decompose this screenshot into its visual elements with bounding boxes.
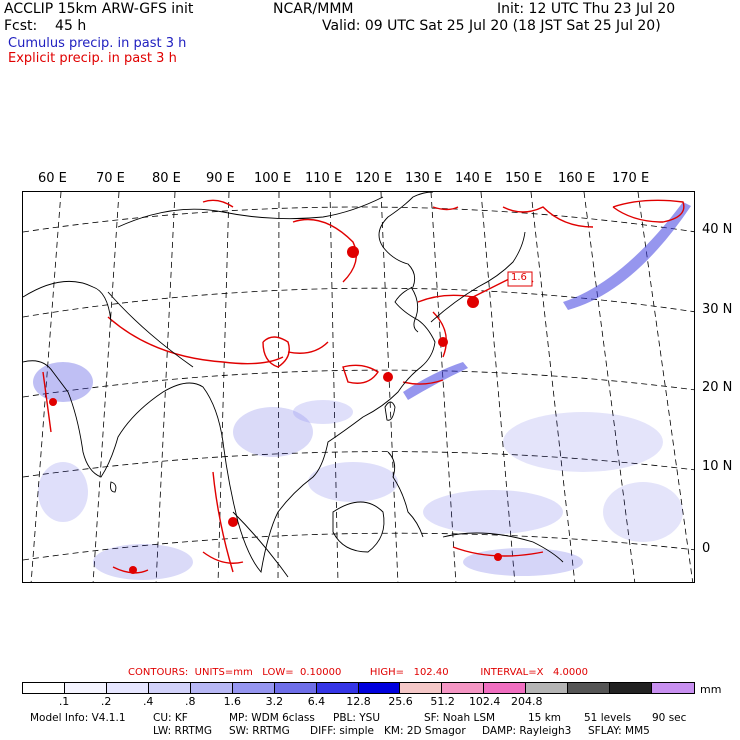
- organization: NCAR/MMM: [273, 1, 354, 17]
- lat-label: 0: [702, 541, 711, 556]
- lon-label: 60 E: [38, 171, 67, 186]
- legend-tick-label: 51.2: [430, 695, 455, 708]
- legend-color-cell: [568, 683, 611, 693]
- legend-color-cell: [316, 683, 359, 693]
- lon-label: 170 E: [612, 171, 650, 186]
- lon-label: 130 E: [405, 171, 443, 186]
- legend-color-cell: [148, 683, 191, 693]
- marker-label: 1.6: [511, 272, 527, 283]
- model-title: ACCLIP 15km ARW-GFS init: [4, 1, 194, 17]
- model-info-damp: DAMP: Rayleigh3: [482, 725, 572, 737]
- legend-color-cell: [400, 683, 443, 693]
- model-info-mp: MP: WDM 6class: [229, 712, 315, 724]
- lon-label: 120 E: [355, 171, 393, 186]
- lon-label: 110 E: [305, 171, 343, 186]
- legend-color-cell: [190, 683, 233, 693]
- lon-label: 90 E: [206, 171, 235, 186]
- model-info-res: 15 km: [528, 712, 562, 724]
- legend-tick-label: .2: [100, 695, 112, 708]
- legend-unit: mm: [700, 683, 722, 696]
- lat-label: 10 N: [702, 459, 733, 474]
- legend-tick-label: .8: [185, 695, 196, 708]
- lat-label: 20 N: [702, 380, 733, 395]
- explicit-precip-cores: [49, 246, 502, 574]
- legend-color-cell: [610, 683, 653, 693]
- lon-label: 160 E: [558, 171, 596, 186]
- cumulus-precip: [33, 202, 691, 580]
- legend-tick-label: 204.8: [511, 695, 543, 708]
- map-canvas: [23, 192, 694, 582]
- valid-time: Valid: 09 UTC Sat 25 Jul 20 (18 JST Sat …: [322, 18, 661, 34]
- model-info-km: KM: 2D Smagor: [384, 725, 466, 737]
- explicit-precip: [42, 199, 685, 574]
- model-info-sw: SW: RRTMG: [229, 725, 290, 737]
- model-info-lw: LW: RRTMG: [153, 725, 212, 737]
- precip-map: 1.6: [22, 191, 695, 583]
- lat-label: 40 N: [702, 222, 733, 237]
- legend-tick-label: 102.4: [468, 695, 501, 708]
- legend-tick-label: 25.6: [388, 695, 413, 708]
- contours-info: CONTOURS: UNITS=mm LOW= 0.10000 HIGH= 10…: [128, 667, 588, 678]
- legend-color-cell: [23, 683, 65, 693]
- cumulus-label: Cumulus precip. in past 3 h: [8, 36, 187, 51]
- lon-label: 80 E: [152, 171, 181, 186]
- legend-color-cell: [526, 683, 569, 693]
- model-info-dt: 90 sec: [652, 712, 687, 724]
- legend-tick-label: 3.2: [265, 695, 284, 708]
- explicit-label: Explicit precip. in past 3 h: [8, 51, 177, 66]
- legend-tick-label: .4: [142, 695, 154, 708]
- marker-box: [507, 271, 533, 287]
- model-info-sf: SF: Noah LSM: [424, 712, 496, 724]
- legend-tick-label: 1.6: [223, 695, 242, 708]
- legend-color-cell: [64, 683, 107, 693]
- lon-label: 150 E: [505, 171, 543, 186]
- legend-tick-label: .1: [58, 695, 70, 708]
- init-time: Init: 12 UTC Thu 23 Jul 20: [497, 1, 676, 17]
- legend-color-cell: [274, 683, 317, 693]
- legend-color-cell: [232, 683, 275, 693]
- legend-color-cell: [106, 683, 149, 693]
- lon-label: 100 E: [254, 171, 292, 186]
- forecast-hour: Fcst: 45 h: [4, 18, 87, 34]
- model-info-diff: DIFF: simple: [310, 725, 374, 737]
- coastlines: [23, 192, 564, 578]
- legend-colorbar: [22, 682, 695, 694]
- lon-label: 140 E: [455, 171, 493, 186]
- legend-color-cell: [442, 683, 485, 693]
- legend-tick-label: 6.4: [307, 695, 326, 708]
- legend-color-cell: [484, 683, 527, 693]
- legend-tick-label: 12.8: [346, 695, 371, 708]
- legend-color-cell: [358, 683, 401, 693]
- legend-color-cell: [652, 683, 694, 693]
- model-info-pbl: PBL: YSU: [333, 712, 381, 724]
- lat-label: 30 N: [702, 302, 733, 317]
- model-info-cu: CU: KF: [153, 712, 188, 724]
- model-info-levels: 51 levels: [584, 712, 632, 724]
- lon-label: 70 E: [96, 171, 125, 186]
- model-info-version: Model Info: V4.1.1: [30, 712, 126, 724]
- model-info-sflay: SFLAY: MM5: [588, 725, 650, 737]
- graticule: [23, 192, 694, 582]
